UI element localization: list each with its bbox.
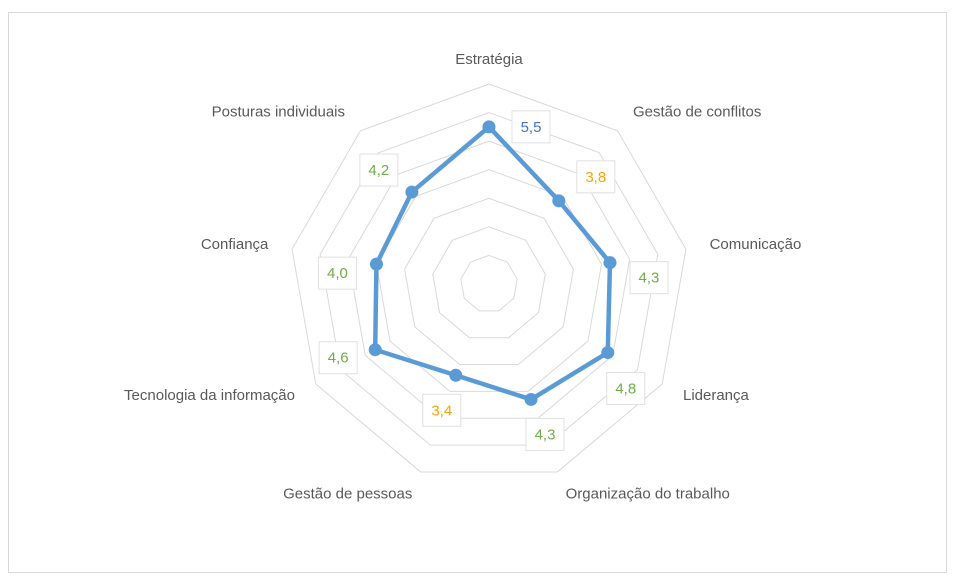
- category-label: Organização do trabalho: [566, 485, 730, 502]
- category-label: Tecnologia da informação: [124, 387, 295, 404]
- data-label-box: [318, 341, 358, 375]
- category-label: Estratégia: [455, 51, 523, 68]
- data-label: 5,5: [521, 119, 542, 136]
- data-point: [482, 120, 496, 134]
- data-point: [368, 343, 382, 357]
- grid-ring: [404, 197, 574, 366]
- grid-ring: [432, 226, 546, 339]
- category-label: Comunicação: [710, 236, 802, 253]
- category-label: Gestão de conflitos: [633, 103, 761, 120]
- grid-ring: [291, 83, 687, 473]
- data-label: 4,2: [368, 162, 389, 179]
- data-point: [601, 346, 615, 360]
- data-label-box: [317, 256, 357, 290]
- grid-ring: [347, 140, 631, 419]
- data-label-box: [422, 393, 462, 427]
- data-point: [369, 257, 383, 271]
- data-label: 4,8: [615, 381, 636, 398]
- data-label: 3,4: [431, 402, 452, 419]
- category-label: Confiança: [201, 236, 269, 253]
- category-label: Liderança: [683, 387, 750, 404]
- data-label-box: [525, 417, 565, 451]
- grid-ring: [319, 112, 659, 446]
- data-point: [405, 185, 419, 199]
- data-label: 4,3: [639, 270, 660, 287]
- data-label-box: [511, 110, 551, 144]
- series-line: [372, 124, 613, 402]
- data-label: 3,8: [585, 169, 606, 186]
- chart-frame: [8, 12, 947, 573]
- category-label: Posturas individuais: [212, 103, 345, 120]
- data-label: 4,0: [327, 265, 348, 282]
- data-label: 4,6: [328, 350, 349, 367]
- data-label-box: [359, 153, 399, 187]
- data-point: [603, 256, 617, 270]
- data-point: [524, 392, 538, 406]
- data-label: 4,3: [535, 426, 556, 443]
- data-point: [449, 368, 463, 382]
- data-label-box: [606, 372, 646, 406]
- data-point: [552, 194, 566, 208]
- category-label: Gestão de pessoas: [283, 485, 412, 502]
- data-label-box: [629, 261, 669, 295]
- grid-ring: [460, 254, 518, 312]
- data-label-box: [576, 160, 616, 194]
